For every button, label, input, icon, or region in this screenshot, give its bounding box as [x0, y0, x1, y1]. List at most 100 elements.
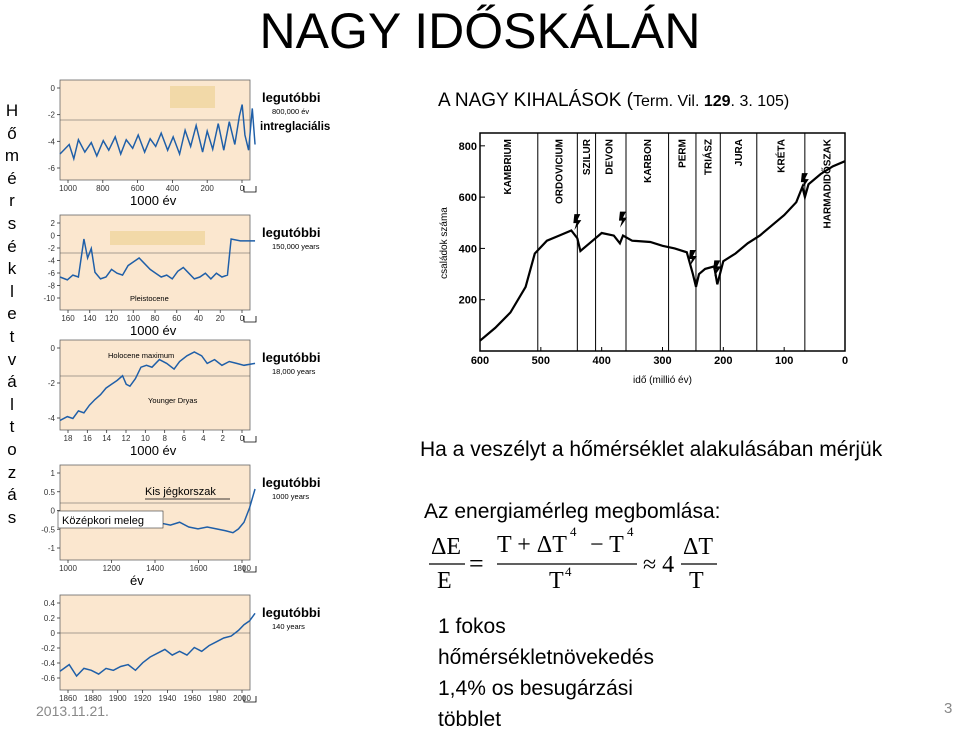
- x-tick-label: 1980: [208, 694, 226, 703]
- x-tick-label: 100: [127, 314, 141, 323]
- reference-bold: 129: [703, 93, 731, 110]
- x-unit-label: év: [130, 703, 144, 705]
- x-tick-label: 14: [102, 434, 111, 443]
- period-label: HARMADIDŐSZAK: [820, 138, 833, 228]
- temperature-panel: 0.4 0.2 0 -0.2 -0.4 -0.6 1860 1880 1900 1920 1940 1…: [41, 594, 321, 705]
- x-tick-label: 18: [64, 434, 73, 443]
- x-tick-label: 1200: [103, 564, 121, 573]
- x-tick-label: 2000: [233, 694, 251, 703]
- x-tick-label: 2: [220, 434, 225, 443]
- formula-rhs-num: ΔT: [683, 534, 713, 560]
- vertical-letter: z: [7, 462, 17, 482]
- formula-exp3: 4: [565, 564, 572, 579]
- temperature-panel: 0 -2 -4 18 16 14 12 10 8 6 4 2 0 1000 év legutóbbi 18,0…: [48, 339, 321, 458]
- question-text: Ha a veszélyt a hőmérséklet alakulásában…: [420, 438, 883, 461]
- page-number: 3: [944, 700, 953, 717]
- vertical-letter: á: [7, 485, 17, 505]
- period-label: PERM: [677, 139, 688, 168]
- legutobbi-label: legutóbbi: [262, 475, 321, 490]
- highlight-band: [110, 231, 205, 245]
- y-tick-label: -4: [48, 257, 56, 266]
- panel-annotation: Younger Dryas: [148, 396, 198, 405]
- vertical-letter: l: [10, 394, 14, 414]
- vertical-letter: á: [7, 372, 17, 392]
- vertical-letter: H: [5, 101, 19, 120]
- legutobbi-label: legutóbbi: [262, 605, 321, 620]
- interglacial-label: intreglaciális: [260, 121, 330, 133]
- slide-title: NAGY IDŐSKÁLÁN: [259, 3, 701, 59]
- y-tick-label: 400: [459, 243, 477, 255]
- reference-b: . 3. 105): [730, 93, 790, 110]
- y-tick-label: -4: [48, 414, 56, 423]
- period-sublabel: 150,000 years: [272, 242, 320, 251]
- vertical-letter: t: [9, 326, 15, 346]
- family-count-line: [479, 160, 846, 342]
- legutobbi-label: legutóbbi: [262, 90, 321, 105]
- x-tick-label: 1000: [59, 184, 77, 193]
- period-sublabel: 18,000 years: [272, 367, 316, 376]
- y-tick-label: 0: [51, 344, 56, 353]
- reference-a: Term. Vil.: [633, 93, 704, 110]
- legutobbi-label: legutóbbi: [262, 350, 321, 365]
- extinction-chart: KAMBRIUM ORDOVICIUM SZILUR DEVON KARBON PERM T…: [439, 132, 848, 386]
- conclusion-line: 1 fokos: [438, 615, 506, 638]
- y-tick-label: -0.5: [41, 525, 55, 534]
- temperature-curve: [59, 104, 256, 162]
- period-label: TRIÁSZ: [702, 139, 715, 175]
- panel-annotation: Középkori meleg: [62, 515, 144, 527]
- vertical-letter: r: [9, 191, 15, 211]
- bracket: [243, 696, 257, 703]
- x-tick-label: 8: [162, 434, 167, 443]
- annotation-box: [57, 510, 164, 529]
- vertical-letter: s: [7, 507, 17, 527]
- period-sublabel: 140 years: [272, 622, 305, 631]
- panel-annotation: Holocene maximum: [108, 351, 174, 360]
- conclusion-line: többlet: [438, 708, 502, 731]
- x-unit-label: év: [130, 573, 144, 588]
- panel-annotation: Kis jégkorszak: [145, 486, 216, 498]
- bracket: [243, 436, 257, 443]
- y-tick-label: 0.5: [44, 488, 56, 497]
- energy-formula: ΔE E = T + ΔT 4 − T 4 T 4 ≈ 4 ΔT T: [429, 524, 717, 594]
- x-tick-label: 60: [172, 314, 181, 323]
- slide-date: 2013.11.21.: [36, 703, 109, 719]
- x-tick-label: 400: [166, 184, 180, 193]
- x-tick-label: 16: [83, 434, 92, 443]
- x-tick-label: 12: [122, 434, 131, 443]
- y-tick-label: 200: [459, 295, 477, 307]
- vertical-letter: v: [7, 349, 17, 369]
- conclusion-text: 1 fokos hőmérsékletnövekedés 1,4% os bes…: [438, 611, 654, 735]
- y-tick-label: 0: [51, 84, 56, 93]
- x-tick-label: 300: [653, 355, 671, 367]
- y-axis-label: családok száma: [439, 207, 450, 279]
- highlight-band: [170, 86, 215, 108]
- x-tick-label: 200: [201, 184, 215, 193]
- vertical-letter: e: [7, 304, 17, 324]
- x-unit-label: 1000 év: [130, 323, 177, 338]
- extinction-bolt-icon: [688, 250, 697, 267]
- formula-approx: ≈ 4: [643, 552, 674, 578]
- y-tick-label: 0.2: [44, 614, 56, 623]
- bracket: [243, 566, 257, 573]
- x-tick-label: 0: [240, 184, 245, 193]
- panel-background: [60, 215, 250, 310]
- y-tick-label: -2: [48, 244, 56, 253]
- conclusion-line: 1,4% os besugárzási: [438, 677, 633, 700]
- temperature-curve: [59, 351, 256, 422]
- panel-annotation: Pleistocene: [130, 294, 169, 303]
- formula-eq: =: [469, 549, 484, 578]
- x-tick-label: 1000: [59, 564, 77, 573]
- y-tick-label: 0: [51, 629, 56, 638]
- formula-lhs-den: E: [437, 568, 452, 594]
- y-tick-label: -4: [48, 137, 56, 146]
- period-label: ORDOVICIUM: [555, 139, 566, 204]
- y-tick-label: -0.2: [41, 644, 55, 653]
- bracket: [243, 316, 257, 323]
- extinction-heading: A NAGY KIHALÁSOK (Term. Vil. 129. 3. 105…: [438, 90, 789, 112]
- x-tick-label: 120: [105, 314, 119, 323]
- x-tick-label: 1920: [134, 694, 152, 703]
- x-tick-label: 200: [714, 355, 732, 367]
- y-tick-label: -6: [48, 164, 56, 173]
- vertical-letter: l: [10, 281, 14, 301]
